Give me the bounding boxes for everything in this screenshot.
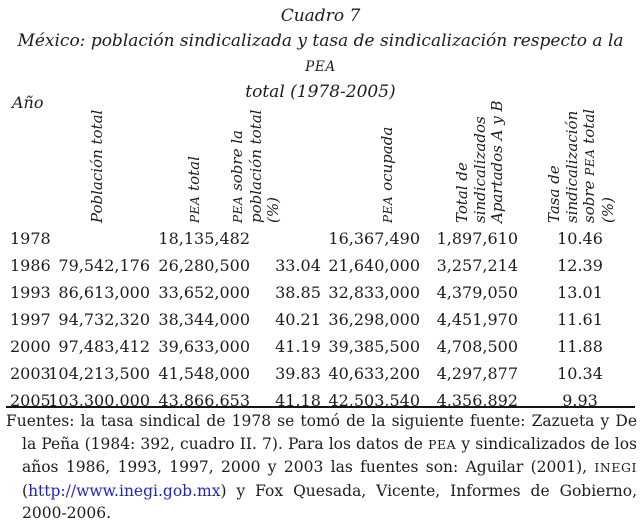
cell-poblacion_total: 86,613,000	[58, 283, 150, 302]
cell-total_sindicalizados: 4,297,877	[436, 364, 518, 383]
table-row: 2005 103,300,000 43,866,653 41.18 42,503,540…	[0, 391, 641, 411]
column-header-pea-total: PEA total	[185, 156, 203, 223]
cell-tasa: 12.39	[557, 256, 603, 275]
column-header-poblacion-total: Población total	[88, 109, 106, 223]
smallcaps-acronym: PEA	[305, 59, 336, 75]
cell-year: 2000	[10, 337, 51, 356]
table-caption: Cuadro 7 México: población sindicalizada…	[0, 4, 641, 105]
cell-poblacion_total: 79,542,176	[58, 256, 150, 275]
cell-pea_total: 33,652,000	[158, 283, 250, 302]
cell-pea_total: 38,344,000	[158, 310, 250, 329]
cell-tasa: 11.61	[557, 310, 603, 329]
cell-total_sindicalizados: 4,451,970	[436, 310, 518, 329]
cell-tasa: 9.93	[562, 391, 598, 410]
cell-total_sindicalizados: 4,379,050	[436, 283, 518, 302]
smallcaps-acronym: PEA	[583, 148, 597, 176]
cell-total_sindicalizados: 4,356,892	[436, 391, 518, 410]
cell-pea_total: 43,866,653	[158, 391, 250, 410]
cell-poblacion_total: 104,213,500	[48, 364, 150, 383]
smallcaps-acronym: PEA	[188, 195, 202, 223]
table-row: 1993 86,613,000 33,652,000 38.85 32,833,000 4…	[0, 283, 641, 303]
cell-total_sindicalizados: 3,257,214	[436, 256, 518, 275]
column-header-year: Año	[12, 93, 44, 112]
table-bottom-rule	[6, 406, 635, 408]
cell-year: 1986	[10, 256, 51, 275]
column-header-tasa-sindicalizacion: Tasa de sindicalización sobre PEA total (%)	[545, 108, 617, 223]
table-row: 2000 97,483,412 39,633,000 41.19 39,385,500 4…	[0, 337, 641, 357]
cell-pea_sobre_poblacion: 40.21	[275, 310, 321, 329]
table-row: 1986 79,542,176 26,280,500 33.04 21,640,000 3…	[0, 256, 641, 276]
caption-title-line3: total (1978-2005)	[245, 82, 396, 102]
smallcaps-acronym: PEA	[381, 195, 395, 223]
cell-poblacion_total: 94,732,320	[58, 310, 150, 329]
cell-tasa: 10.34	[557, 364, 603, 383]
cell-pea_ocupada: 40,633,200	[328, 364, 420, 383]
column-header-pea-sobre-poblacion: PEA sobre la población total (%)	[228, 109, 282, 223]
cell-year: 1997	[10, 310, 51, 329]
cell-pea_ocupada: 16,367,490	[328, 229, 420, 248]
cell-pea_ocupada: 32,833,000	[328, 283, 420, 302]
cell-tasa: 13.01	[557, 283, 603, 302]
cell-year: 2003	[10, 364, 51, 383]
table-row: 1997 94,732,320 38,344,000 40.21 36,298,000 4…	[0, 310, 641, 330]
caption-number: Cuadro 7	[280, 6, 361, 26]
cell-year: 1978	[10, 229, 51, 248]
cell-tasa: 11.88	[557, 337, 603, 356]
cell-pea_sobre_poblacion: 38.85	[275, 283, 321, 302]
cell-pea_sobre_poblacion: 41.18	[275, 391, 321, 410]
cell-tasa: 10.46	[557, 229, 603, 248]
table-row: 1978 18,135,482 16,367,490 1,897,610 10.46	[0, 229, 641, 249]
cell-pea_total: 26,280,500	[158, 256, 250, 275]
column-header-total-sindicalizados: Total de sindicalizados Apartados A y B	[453, 100, 506, 223]
cell-poblacion_total: 103,300,000	[48, 391, 150, 410]
cell-year: 2005	[10, 391, 51, 410]
cell-pea_total: 39,633,000	[158, 337, 250, 356]
smallcaps-acronym: PEA	[428, 436, 457, 452]
smallcaps-acronym: PEA	[231, 195, 245, 223]
cell-pea_ocupada: 42,503,540	[328, 391, 420, 410]
sources-note: Fuentes: la tasa sindical de 1978 se tom…	[6, 412, 638, 523]
cell-pea_ocupada: 21,640,000	[328, 256, 420, 275]
column-header-pea-ocupada: PEA ocupada	[378, 126, 396, 223]
cell-poblacion_total: 97,483,412	[58, 337, 150, 356]
cell-total_sindicalizados: 1,897,610	[436, 229, 518, 248]
cell-year: 1993	[10, 283, 51, 302]
cell-pea_total: 41,548,000	[158, 364, 250, 383]
inegi-link[interactable]: http://www.inegi.gob.mx	[28, 481, 221, 500]
cell-pea_total: 18,135,482	[158, 229, 250, 248]
table-row: 2003 104,213,500 41,548,000 39.83 40,633,200…	[0, 364, 641, 384]
cell-pea_sobre_poblacion: 33.04	[275, 256, 321, 275]
cell-pea_ocupada: 36,298,000	[328, 310, 420, 329]
caption-title-line2: México: población sindicalizada y tasa d…	[17, 31, 624, 75]
cell-pea_sobre_poblacion: 41.19	[275, 337, 321, 356]
cell-pea_sobre_poblacion: 39.83	[275, 364, 321, 383]
smallcaps-acronym: INEGI	[594, 460, 637, 476]
cell-pea_ocupada: 39,385,500	[328, 337, 420, 356]
cell-total_sindicalizados: 4,708,500	[436, 337, 518, 356]
